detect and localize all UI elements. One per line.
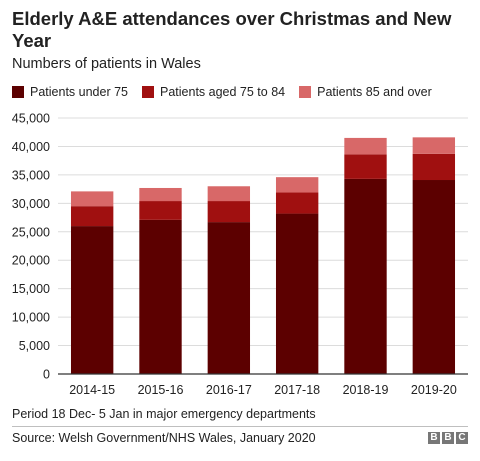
legend-label-85-and-over: Patients 85 and over (317, 85, 432, 99)
legend-swatch-75-to-84 (142, 86, 154, 98)
chart-title: Elderly A&E attendances over Christmas a… (12, 8, 452, 51)
bar-segment-85-and-over (275, 177, 319, 193)
bar-segment-85-and-over (70, 191, 114, 207)
bar-segment-85-and-over (139, 187, 182, 202)
y-tick-label: 10,000 (12, 311, 50, 325)
x-tick-label: 2017-18 (274, 383, 320, 397)
bar-segment-75-to-84 (344, 154, 387, 179)
bar-segment-under-75 (344, 178, 387, 374)
bar-segment-85-and-over (412, 137, 456, 154)
y-tick-label: 35,000 (12, 168, 50, 182)
footer-divider (12, 426, 468, 427)
bar-segment-75-to-84 (139, 201, 182, 220)
legend-swatch-under-75 (12, 86, 24, 98)
x-tick-label: 2014-15 (69, 383, 115, 397)
bbc-logo-block: B (428, 432, 440, 444)
x-tick-label: 2015-16 (138, 383, 184, 397)
bar-segment-under-75 (70, 226, 114, 374)
bar-segment-under-75 (207, 222, 251, 374)
bar-segment-85-and-over (207, 186, 251, 202)
legend-item-85-and-over: Patients 85 and over (299, 85, 432, 99)
bar-segment-75-to-84 (412, 153, 456, 181)
bar-segment-75-to-84 (70, 206, 114, 227)
legend-item-under-75: Patients under 75 (12, 85, 128, 99)
axes: 0 5,000 10,000 15,000 20,000 25,000 30,000 35,0… (12, 112, 468, 397)
y-tick-label: 0 (43, 368, 50, 382)
y-tick-label: 25,000 (12, 225, 50, 239)
y-tick-label: 20,000 (12, 254, 50, 268)
bar-segment-under-75 (275, 213, 319, 374)
y-tick-label: 40,000 (12, 140, 50, 154)
bar-segment-75-to-84 (207, 201, 251, 223)
chart-legend: Patients under 75 Patients aged 75 to 84… (12, 84, 446, 100)
x-tick-label: 2016-17 (206, 383, 252, 397)
x-tick-label: 2019-20 (411, 383, 457, 397)
legend-swatch-85-and-over (299, 86, 312, 98)
grid-lines (58, 117, 468, 347)
chart-note: Period 18 Dec- 5 Jan in major emergency … (12, 407, 316, 421)
x-tick-label: 2018-19 (343, 383, 389, 397)
bar-segment-under-75 (412, 180, 456, 374)
legend-item-75-to-84: Patients aged 75 to 84 (142, 85, 285, 99)
bar-segment-under-75 (139, 219, 182, 374)
bars (70, 137, 456, 374)
y-tick-label: 15,000 (12, 282, 50, 296)
legend-label-75-to-84: Patients aged 75 to 84 (160, 85, 286, 99)
bar-segment-75-to-84 (275, 192, 319, 214)
legend-label-under-75: Patients under 75 (30, 85, 128, 99)
bbc-logo-block: C (456, 432, 468, 444)
y-tick-label: 45,000 (12, 112, 50, 126)
y-tick-label: 30,000 (12, 197, 50, 211)
bbc-logo: B B C (426, 432, 468, 444)
chart-subtitle: Numbers of patients in Wales (12, 56, 201, 72)
bbc-logo-block: B (442, 432, 454, 444)
y-tick-label: 5,000 (19, 339, 50, 353)
chart-source: Source: Welsh Government/NHS Wales, Janu… (12, 431, 316, 445)
bar-segment-85-and-over (344, 137, 387, 155)
